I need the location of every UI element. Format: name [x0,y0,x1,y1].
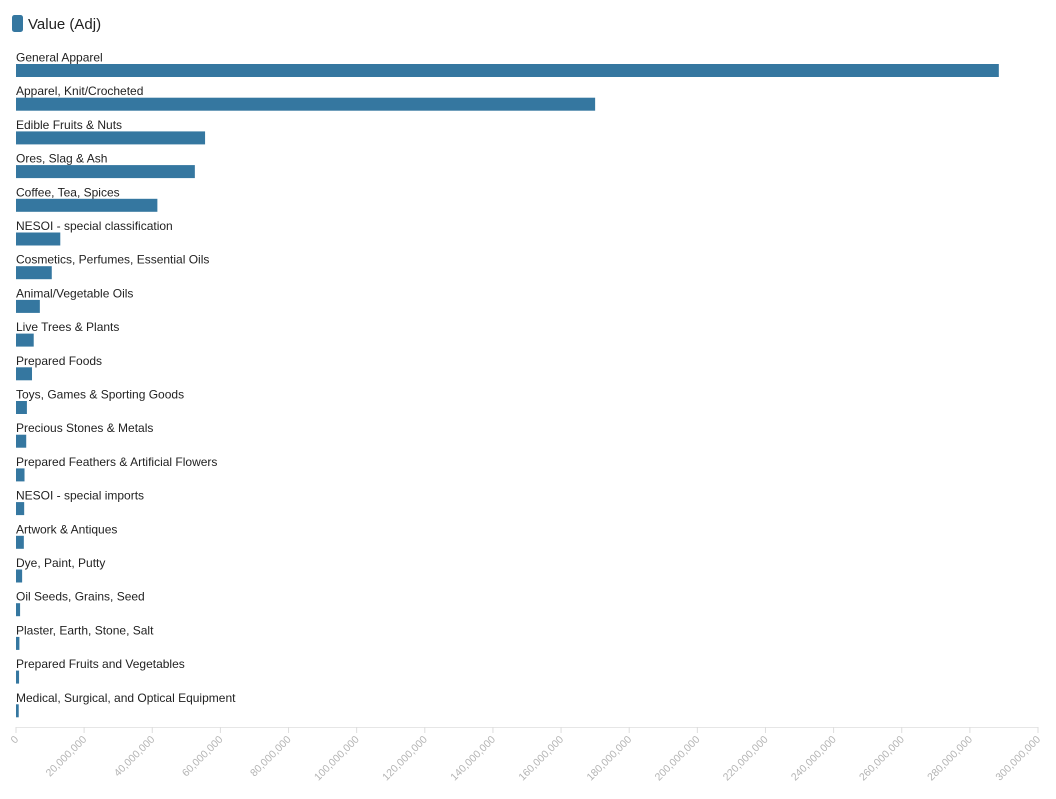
bar[interactable] [16,333,34,347]
x-tick-label: 80,000,000 [248,734,294,780]
bar[interactable] [16,299,40,313]
category-label: Prepared Foods [16,354,102,368]
bar[interactable] [16,502,25,516]
legend-label: Value (Adj) [28,16,101,33]
category-label: Live Trees & Plants [16,320,119,334]
category-label: Toys, Games & Sporting Goods [16,388,184,402]
category-label: Ores, Slag & Ash [16,152,107,166]
category-label: NESOI - special imports [16,489,144,503]
category-label: NESOI - special classification [16,219,173,233]
x-tick-label: 180,000,000 [585,734,635,784]
x-tick-label: 200,000,000 [653,734,703,784]
category-label: Dye, Paint, Putty [16,556,105,570]
category-label: Cosmetics, Perfumes, Essential Oils [16,253,209,267]
x-tick-label: 260,000,000 [857,734,907,784]
x-tick-label: 240,000,000 [789,734,839,784]
category-label: Medical, Surgical, and Optical Equipment [16,691,236,705]
category-label: Prepared Fruits and Vegetables [16,657,185,671]
bar[interactable] [16,198,158,212]
x-axis: 0 20,000,000 40,000,000 60,000,000 80,000,00… [9,727,1043,784]
bar[interactable] [16,569,23,583]
x-tick-label: 280,000,000 [925,734,975,784]
x-tick-label: 160,000,000 [516,734,566,784]
x-tick-label: 20,000,000 [44,734,90,780]
x-tick-label: 0 [9,734,22,747]
category-label: Animal/Vegetable Oils [16,286,133,300]
category-label: Prepared Feathers & Artificial Flowers [16,455,217,469]
legend[interactable]: Value (Adj) [12,15,101,33]
bars-group: General Apparel Apparel, Knit/Crocheted Ed… [16,51,999,718]
bar[interactable] [16,266,52,280]
bar[interactable] [16,636,20,650]
bar[interactable] [16,704,19,718]
x-tick-label: 40,000,000 [112,734,158,780]
x-tick-label: 140,000,000 [448,734,498,784]
x-tick-label: 300,000,000 [993,734,1043,784]
legend-swatch [12,15,23,32]
category-label: Plaster, Earth, Stone, Salt [16,623,154,637]
category-label: General Apparel [16,51,103,65]
bar[interactable] [16,603,21,617]
bar[interactable] [16,367,33,381]
x-tick-label: 100,000,000 [312,734,362,784]
bar[interactable] [16,232,61,246]
bar[interactable] [16,468,25,482]
bar[interactable] [16,165,195,179]
bar[interactable] [16,97,596,111]
x-tick-label: 60,000,000 [180,734,226,780]
bar[interactable] [16,131,206,145]
category-label: Precious Stones & Metals [16,421,153,435]
bar[interactable] [16,670,20,684]
x-tick-label: 120,000,000 [380,734,430,784]
x-tick-label: 220,000,000 [721,734,771,784]
bar[interactable] [16,64,999,77]
category-label: Oil Seeds, Grains, Seed [16,590,145,604]
category-label: Artwork & Antiques [16,522,117,536]
category-label: Apparel, Knit/Crocheted [16,84,143,98]
bar[interactable] [16,434,27,448]
bar[interactable] [16,535,24,549]
bar[interactable] [16,401,27,414]
category-label: Edible Fruits & Nuts [16,118,122,132]
category-label: Coffee, Tea, Spices [16,185,120,199]
